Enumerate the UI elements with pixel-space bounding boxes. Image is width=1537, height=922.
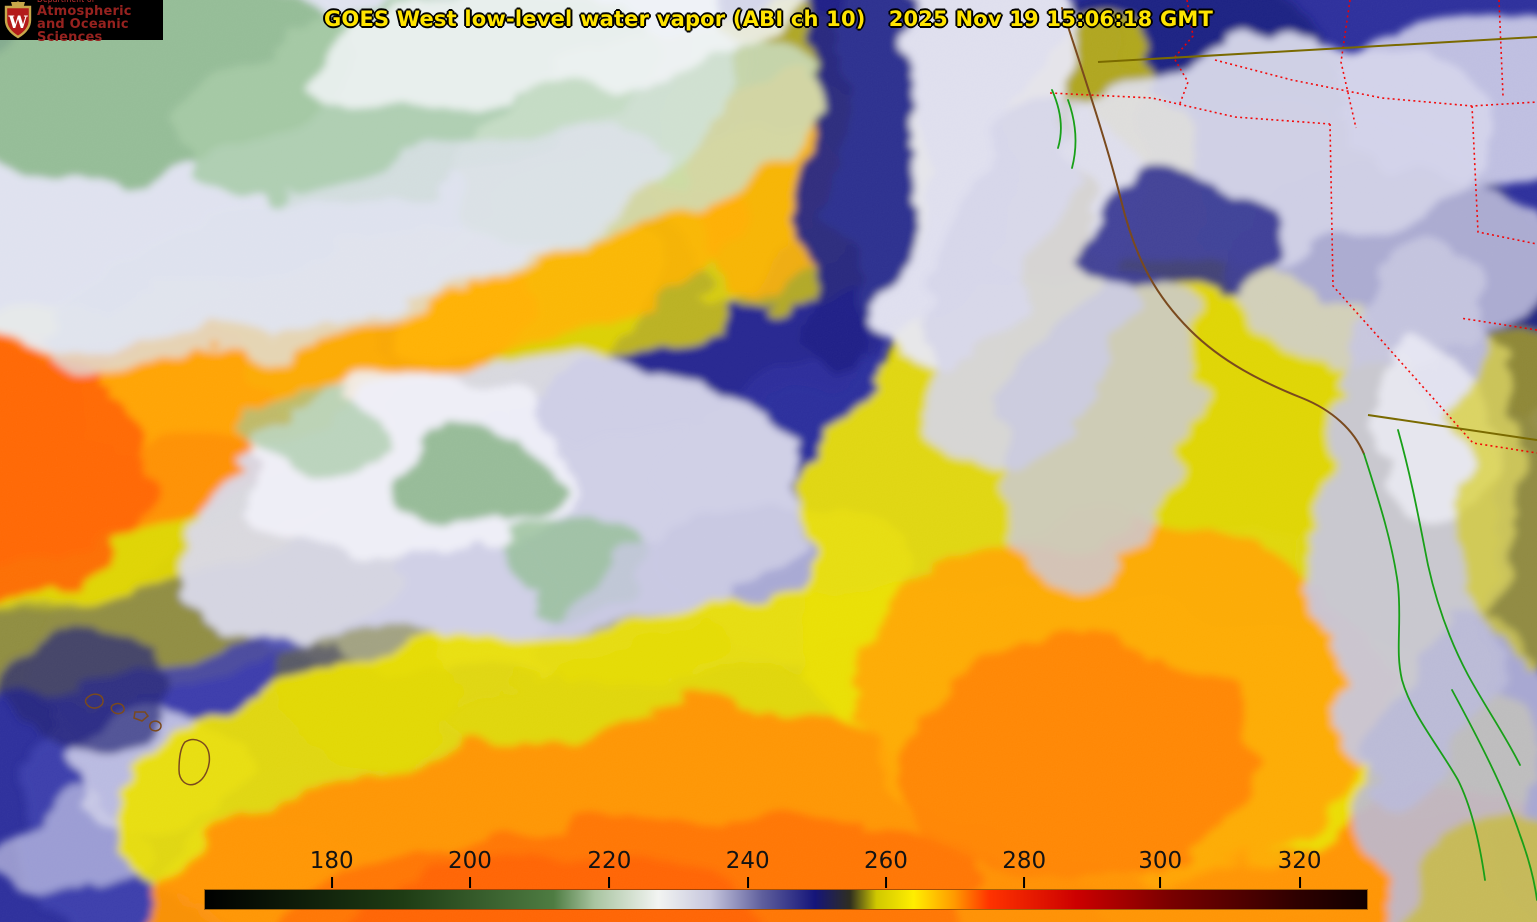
logo-department-prefix: Department of	[37, 0, 163, 4]
colorbar-tick: 300	[1138, 850, 1182, 888]
colorbar-gradient	[204, 889, 1368, 910]
colorbar-tick-label: 280	[1002, 848, 1047, 874]
logo-name-line1: Atmospheric	[37, 3, 132, 19]
colorbar-tick-mark	[608, 877, 611, 888]
colorbar-tick-mark	[330, 877, 333, 888]
colorbar-tick-label: 320	[1277, 848, 1322, 874]
colorbar-tick-mark	[1159, 877, 1162, 888]
colorbar-tick-label: 300	[1138, 848, 1183, 874]
hawaii-outline	[84, 693, 211, 786]
colorbar-tick-mark	[1298, 877, 1301, 888]
colorbar-tick-label: 180	[309, 848, 354, 874]
colorbar-tick-label: 200	[447, 848, 492, 874]
colorbar-tick-label: 220	[587, 848, 632, 874]
crest-letter: W	[7, 13, 28, 33]
colorbar-tick: 320	[1278, 850, 1322, 888]
colorbar: 180 200 220 240 260 280 300 320	[204, 850, 1368, 912]
colorbar-tick-mark	[746, 877, 749, 888]
international-border-overlay	[1097, 36, 1537, 441]
colorbar-tick: 220	[587, 850, 631, 888]
shoreline-green-overlay	[1051, 89, 1537, 901]
uw-crest-icon: W	[4, 1, 32, 39]
colorbar-tick: 200	[448, 850, 492, 888]
colorbar-tick-label: 240	[725, 848, 770, 874]
colorbar-tick-label: 260	[863, 848, 908, 874]
image-title: GOES West low-level water vapor (ABI ch …	[323, 7, 866, 31]
colorbar-tick: 180	[310, 850, 354, 888]
logo-name-line2: and Oceanic Sciences	[37, 16, 129, 45]
colorbar-tick-mark	[1023, 877, 1026, 888]
uw-aos-logo: W Department of Atmospheric and Oceanic …	[0, 0, 163, 44]
colorbar-tick: 240	[726, 850, 770, 888]
image-timestamp: 2025 Nov 19 15:06:18 GMT	[888, 7, 1214, 31]
coastline-overlay	[1061, 7, 1365, 455]
image-title-bar: GOES West low-level water vapor (ABI ch …	[324, 7, 1213, 31]
colorbar-tick: 280	[1002, 850, 1046, 888]
state-boundaries-overlay	[1049, 0, 1537, 454]
colorbar-tick-mark	[468, 877, 471, 888]
colorbar-tick-mark	[884, 877, 887, 888]
colorbar-tick: 260	[864, 850, 908, 888]
